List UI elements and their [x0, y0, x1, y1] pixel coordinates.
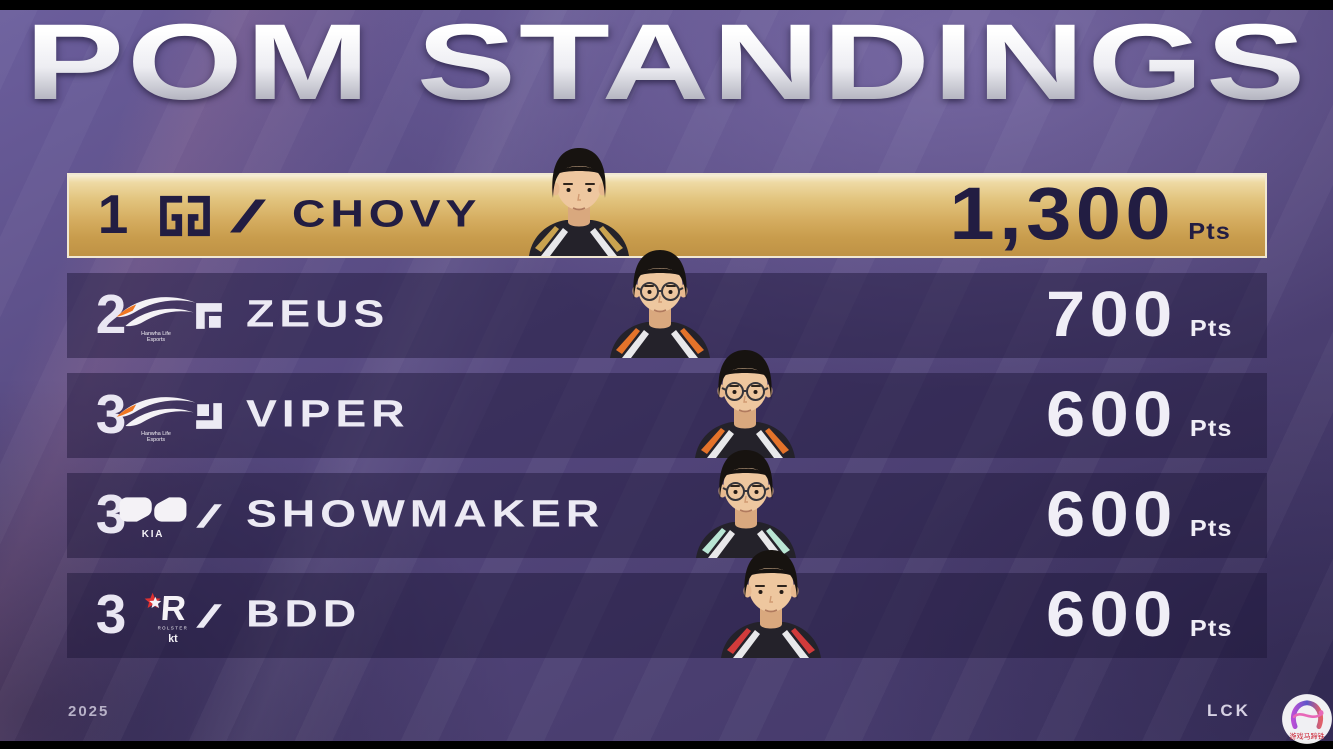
points-value: 600: [1046, 477, 1178, 550]
rank-number: 3: [95, 582, 127, 645]
player-photo-illustration: [696, 450, 796, 558]
points-suffix: Pts: [1188, 217, 1231, 244]
points: 600 Pts: [1046, 576, 1233, 650]
team-wordmark: Hanwha Life: [141, 330, 171, 336]
hanwha-life-esports-logo: Hanwha Life Esports: [113, 290, 199, 342]
hanwha-logo-icon: Hanwha Life Esports: [116, 396, 196, 442]
points-suffix: Pts: [1190, 614, 1233, 641]
player-name: ZEUS: [246, 293, 390, 336]
player-photo: [686, 446, 806, 558]
glasses: [722, 482, 770, 501]
player-photo: [600, 246, 720, 358]
team-wordmark: Esports: [147, 337, 165, 342]
season-label: 2025: [68, 703, 110, 720]
player-name: BDD: [246, 593, 362, 636]
page-title: POM STANDINGS: [0, 8, 1333, 116]
points-value: 600: [1046, 377, 1178, 450]
kt-logo-icon: R ROLSTER kt: [144, 588, 189, 645]
points-suffix: Pts: [1190, 514, 1233, 541]
kia-logo-icon: KIA: [119, 496, 187, 540]
points: 1,300 Pts: [949, 170, 1231, 255]
points: 600 Pts: [1046, 376, 1233, 450]
points: 600 Pts: [1046, 476, 1233, 550]
mid-lane-icon: [194, 501, 224, 531]
letterbox-top: [0, 0, 1333, 10]
player-photo-illustration: [695, 350, 795, 458]
geng-logo-icon: [160, 195, 210, 236]
points-suffix: Pts: [1190, 414, 1233, 441]
player-photo: [711, 546, 831, 658]
horseshoe-watermark-icon: 游戏马蹄铁: [1282, 694, 1332, 744]
mid-lane-icon: [194, 601, 224, 631]
top-lane-icon: [194, 301, 224, 331]
glasses: [636, 282, 684, 301]
kt-rolster-logo: R ROLSTER kt: [131, 587, 211, 645]
player-name: VIPER: [246, 393, 410, 436]
standing-row: 2 Hanwha Life Esports ZEUS: [67, 250, 1267, 358]
standing-row: 3 R ROLSTER kt BDD: [67, 550, 1267, 658]
geng-logo: [143, 193, 227, 239]
standing-row: 3 Hanwha Life Esports VIPER: [67, 350, 1267, 458]
hanwha-logo-icon: Hanwha Life Esports: [116, 296, 196, 342]
mid-lane-icon: [227, 195, 269, 237]
background: [0, 10, 1333, 741]
player-photo: [685, 346, 805, 458]
player-photo-illustration: [721, 550, 821, 658]
team-wordmark: KIA: [142, 529, 165, 540]
team-wordmark: Hanwha Life: [141, 430, 171, 436]
glasses: [721, 382, 769, 401]
watermark-text: 游戏马蹄铁: [1289, 732, 1324, 741]
team-wordmark: ROLSTER: [158, 625, 189, 630]
dplus-kia-logo: KIA: [111, 490, 195, 542]
hanwha-life-esports-logo: Hanwha Life Esports: [113, 390, 199, 442]
player-name: SHOWMAKER: [246, 493, 605, 536]
player-photo-illustration: [610, 250, 710, 358]
team-wordmark: Esports: [147, 437, 165, 442]
bot-lane-icon: [194, 401, 224, 431]
player-photo: [519, 144, 639, 256]
points-value: 700: [1046, 277, 1178, 350]
points: 700 Pts: [1046, 276, 1233, 350]
letterbox-bottom: [0, 741, 1333, 749]
points-suffix: Pts: [1190, 314, 1233, 341]
team-initial: R: [159, 588, 187, 627]
player-name: CHOVY: [292, 193, 482, 236]
points-value: 600: [1046, 577, 1178, 650]
player-photo-illustration: [529, 148, 629, 256]
watermark-logo: 游戏马蹄铁: [1281, 693, 1333, 745]
points-value: 1,300: [949, 171, 1176, 255]
standing-row: 3 KIA SHOWMAKER: [67, 450, 1267, 558]
rank-number: 1: [97, 182, 129, 245]
team-wordmark-sub: kt: [168, 633, 178, 645]
league-label: LCK: [1207, 701, 1251, 720]
